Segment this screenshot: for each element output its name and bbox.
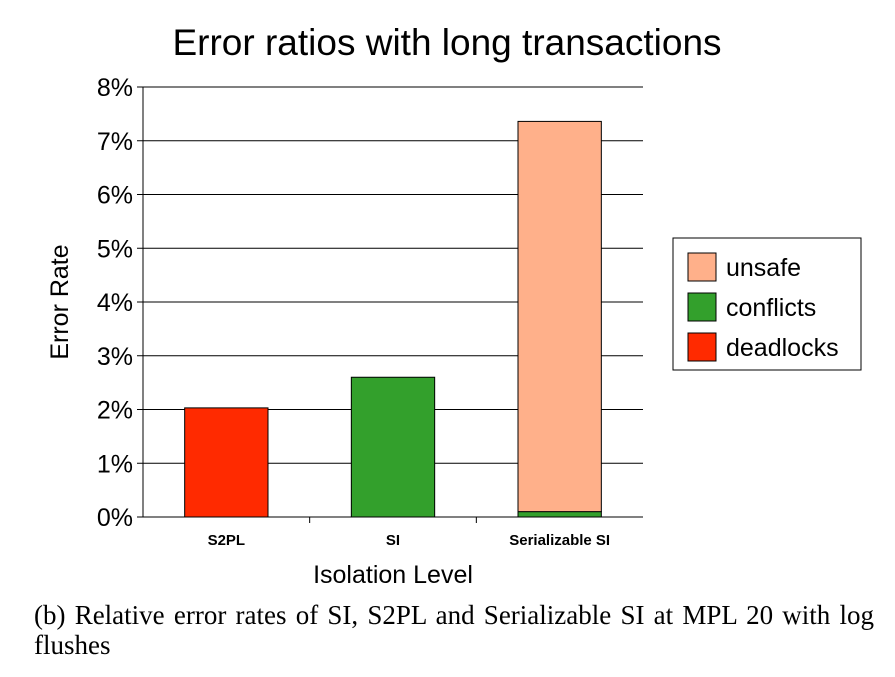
x-axis-label: Isolation Level bbox=[313, 561, 473, 589]
legend-label-conflicts: conflicts bbox=[726, 294, 816, 322]
y-tick-label: 5% bbox=[97, 235, 133, 263]
legend: unsafe conflicts deadlocks bbox=[672, 237, 862, 371]
y-tick-label: 7% bbox=[97, 128, 133, 156]
legend-label-deadlocks: deadlocks bbox=[726, 334, 839, 362]
legend-swatch-unsafe bbox=[687, 252, 717, 282]
x-tick-label: SI bbox=[386, 532, 400, 549]
y-axis-label: Error Rate bbox=[46, 244, 74, 359]
bar-deadlocks bbox=[184, 407, 269, 518]
x-tick-label: S2PL bbox=[208, 532, 246, 549]
y-tick-label: 8% bbox=[97, 74, 133, 102]
legend-items: unsafe conflicts deadlocks bbox=[687, 252, 839, 362]
axes bbox=[142, 87, 643, 518]
chart-title: Error ratios with long transactions bbox=[172, 22, 721, 63]
legend-swatch-deadlocks bbox=[687, 332, 717, 362]
bar-unsafe bbox=[517, 120, 602, 513]
y-tick-label: 3% bbox=[97, 343, 133, 371]
x-tick-label: Serializable SI bbox=[509, 532, 610, 549]
legend-label-unsafe: unsafe bbox=[726, 254, 801, 282]
y-tick-label: 6% bbox=[97, 182, 133, 210]
y-tick-label: 0% bbox=[97, 504, 133, 532]
bar-conflicts bbox=[517, 511, 602, 518]
x-tick-labels: S2PL SI Serializable SI bbox=[208, 517, 610, 549]
legend-swatch-conflicts bbox=[687, 292, 717, 322]
y-tick-label: 2% bbox=[97, 397, 133, 425]
y-tick-label: 4% bbox=[97, 289, 133, 317]
bars bbox=[184, 120, 602, 518]
y-tick-labels: 0% 1% 2% 3% 4% 5% 6% 7% 8% bbox=[97, 74, 133, 532]
bar-conflicts bbox=[350, 376, 436, 518]
y-tick-label: 1% bbox=[97, 450, 133, 478]
bar-chart: Error ratios with long transactions 0% 1%… bbox=[46, 22, 862, 589]
figure-caption: (b) Relative error rates of SI, S2PL and… bbox=[34, 600, 874, 660]
